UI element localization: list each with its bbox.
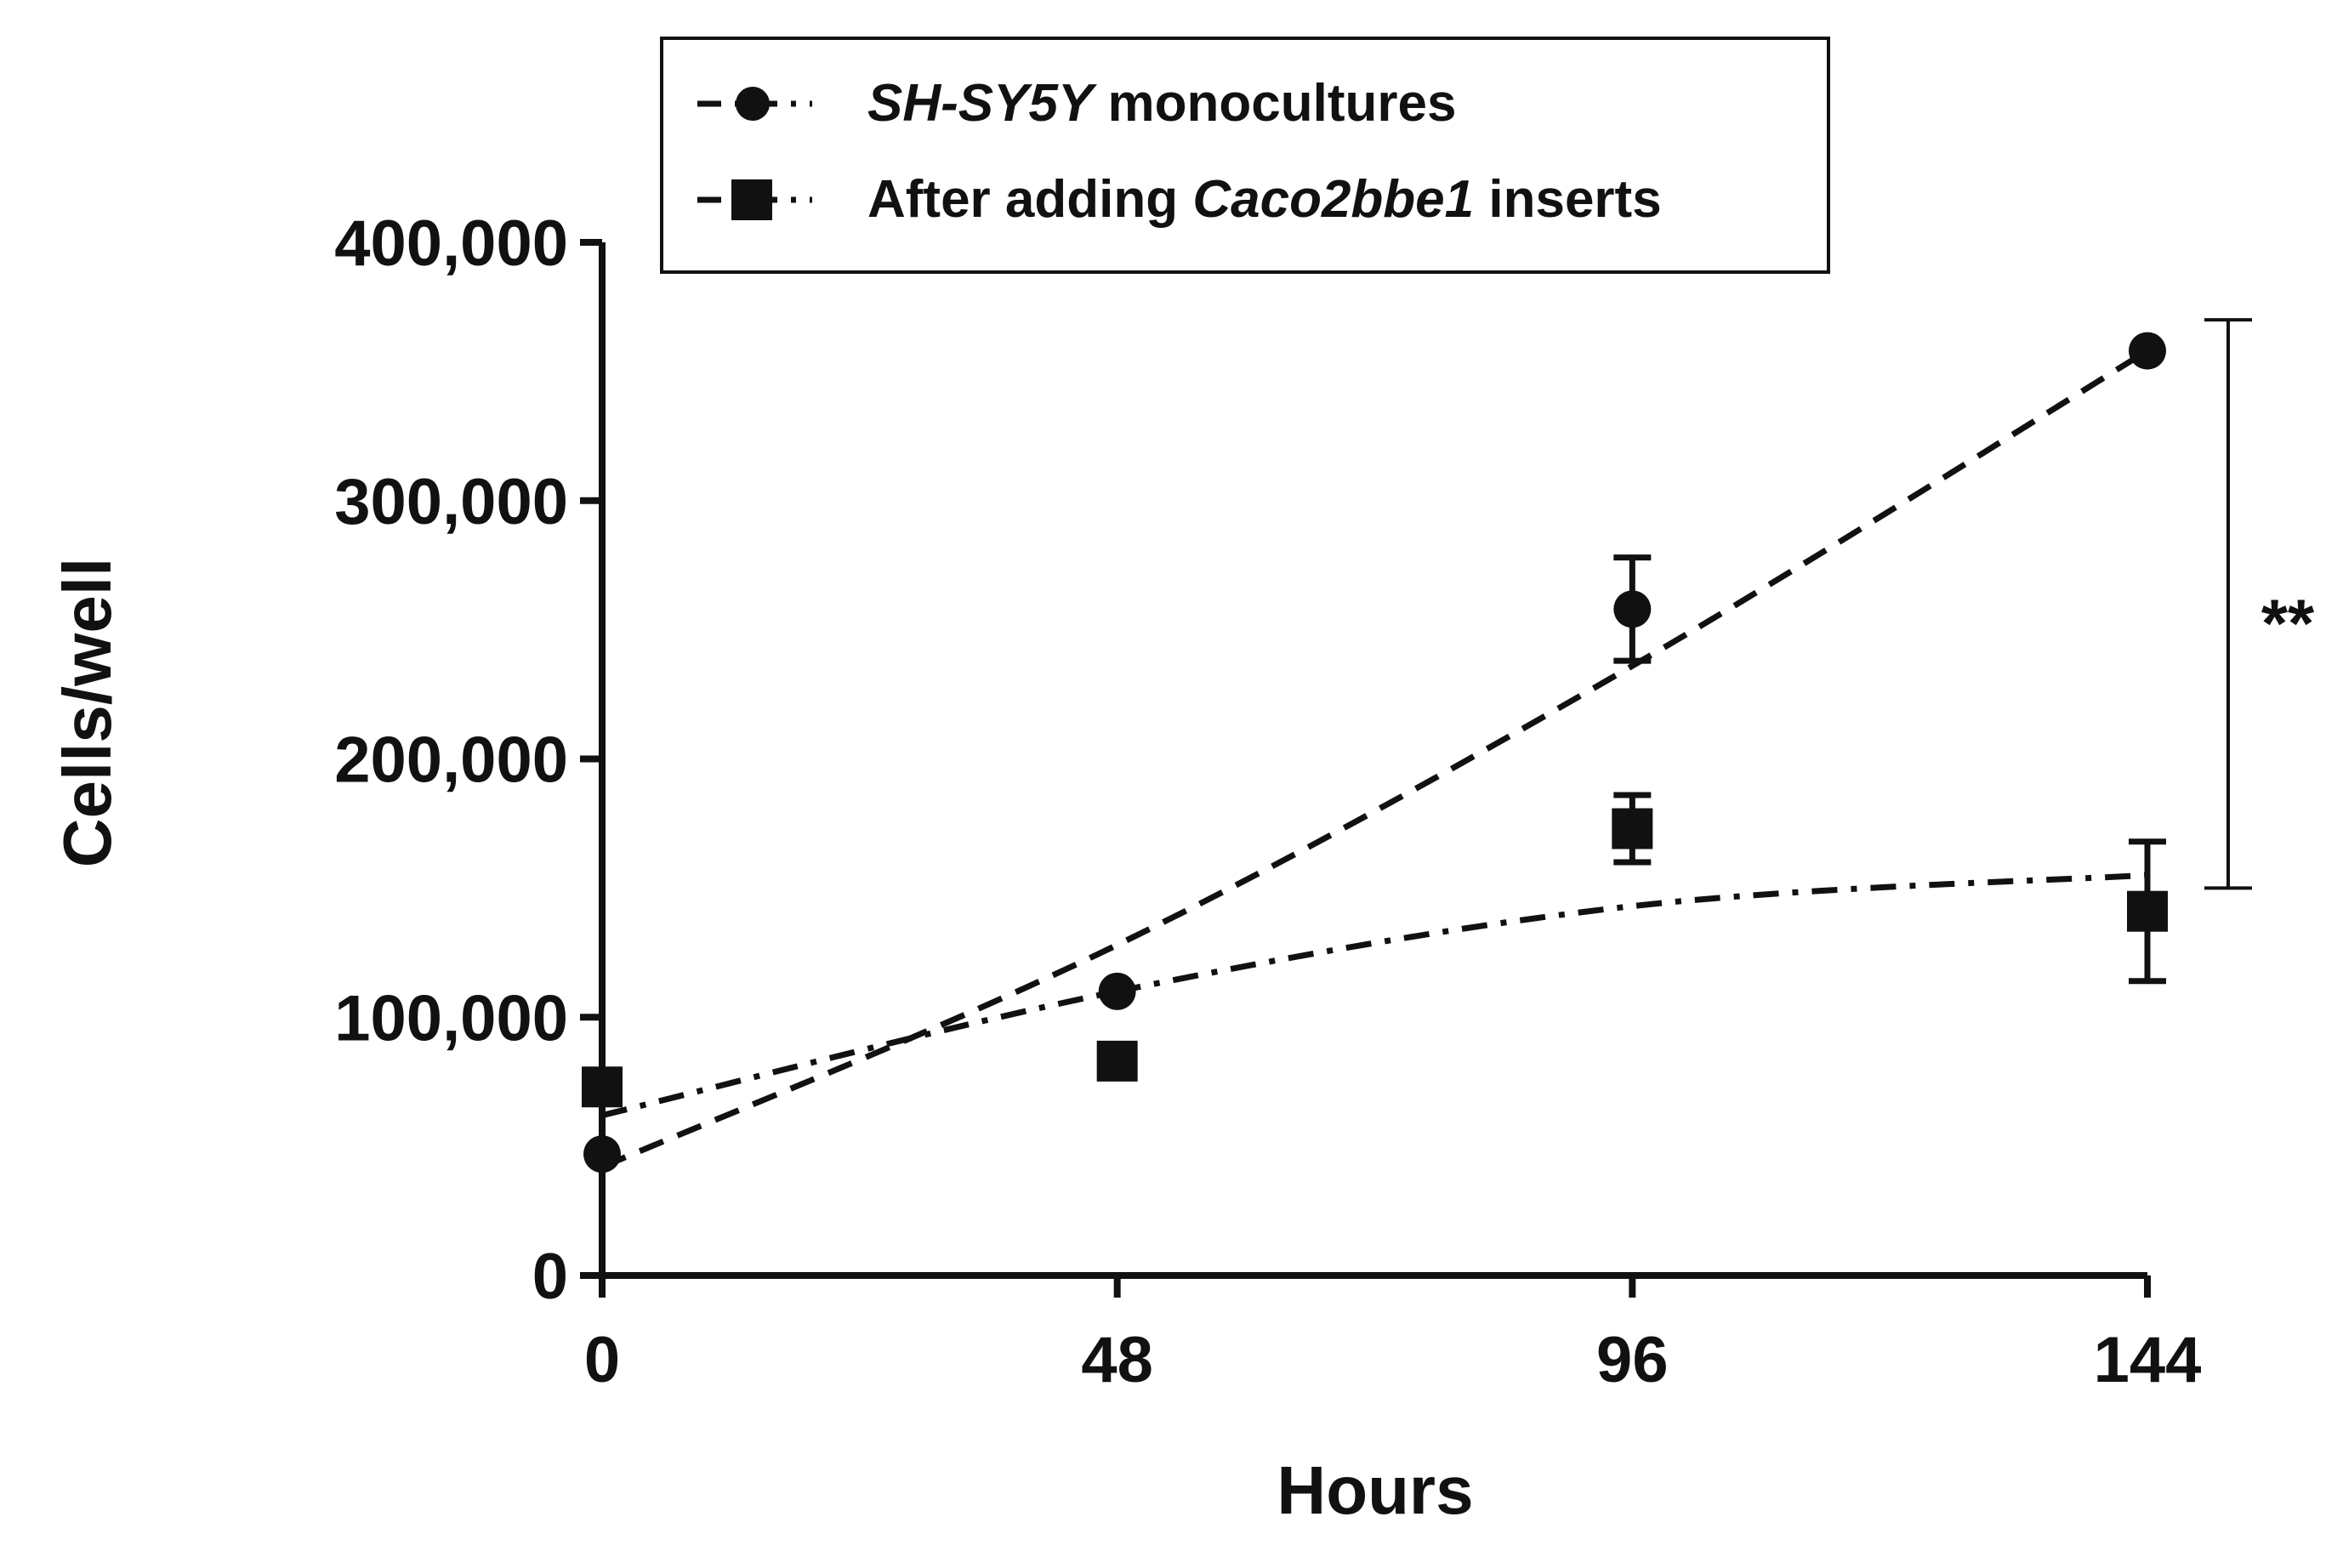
data-points bbox=[582, 332, 2168, 1173]
y-axis-label: Cells/well bbox=[49, 558, 125, 868]
axes: 0 100,000 200,000 300,000 400,000 0 48 96 144 C… bbox=[49, 207, 2201, 1528]
data-point-series-2 bbox=[1612, 808, 1653, 849]
data-point-series-2 bbox=[582, 1066, 623, 1108]
y-ticks: 0 100,000 200,000 300,000 400,000 bbox=[334, 207, 602, 1313]
legend-label-series-1: SH-SY5Y monocultures bbox=[867, 74, 1457, 133]
legend-marker-series-2 bbox=[731, 179, 772, 220]
error-bars bbox=[1613, 554, 2166, 985]
y-tick-label: 200,000 bbox=[334, 724, 568, 797]
x-ticks: 0 48 96 144 bbox=[584, 1275, 2202, 1396]
y-tick-label: 400,000 bbox=[334, 207, 568, 280]
data-point-series-1 bbox=[1613, 590, 1652, 628]
x-tick-label: 48 bbox=[1081, 1324, 1153, 1396]
x-axis-label: Hours bbox=[1277, 1452, 1473, 1528]
legend: SH-SY5Y monocultures After adding Caco2b… bbox=[660, 37, 1830, 274]
legend-box bbox=[660, 37, 1830, 274]
trendlines bbox=[600, 348, 2149, 1170]
significance-bracket: ** bbox=[2204, 318, 2315, 890]
data-point-series-2 bbox=[2127, 890, 2168, 932]
data-point-series-1 bbox=[1098, 972, 1136, 1010]
data-point-series-1 bbox=[2129, 332, 2166, 370]
y-tick-label: 300,000 bbox=[334, 466, 568, 538]
y-tick-label: 0 bbox=[532, 1241, 568, 1313]
trendline-series-2 bbox=[601, 872, 2148, 1119]
trendline-series-1 bbox=[600, 348, 2149, 1170]
data-point-series-1 bbox=[583, 1135, 621, 1173]
y-tick-label: 100,000 bbox=[334, 982, 568, 1054]
legend-marker-series-1 bbox=[736, 87, 770, 121]
x-tick-label: 144 bbox=[2094, 1324, 2202, 1396]
legend-label-series-2: After adding Caco2bbe1 inserts bbox=[867, 170, 1662, 229]
data-point-series-2 bbox=[1096, 1040, 1138, 1082]
x-tick-label: 96 bbox=[1596, 1324, 1669, 1396]
x-tick-label: 0 bbox=[584, 1324, 620, 1396]
significance-label: ** bbox=[2261, 585, 2315, 661]
